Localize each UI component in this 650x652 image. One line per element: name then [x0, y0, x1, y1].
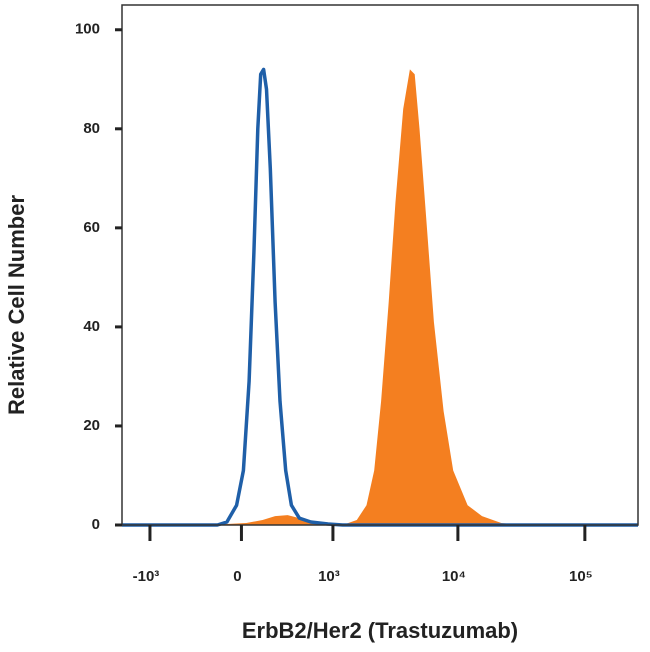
y-axis-title: Relative Cell Number [4, 195, 29, 416]
histogram-line [122, 67, 638, 527]
x-axis-title: ErbB2/Her2 (Trastuzumab) [242, 618, 518, 643]
y-tick-label: 20 [83, 417, 100, 434]
x-tick-label: 10³ [318, 568, 340, 585]
x-tick-label: 0 [233, 568, 241, 585]
y-tick-label: 0 [92, 516, 100, 533]
plot-frame [121, 4, 639, 526]
y-tick-label: 100 [75, 21, 100, 38]
x-tick-label: 10⁵ [569, 568, 593, 585]
y-tick-label: 80 [83, 120, 100, 137]
x-tick-label: 10⁴ [442, 568, 466, 585]
y-tick-label: 60 [83, 219, 100, 236]
histogram-area [122, 69, 638, 526]
y-tick-label: 40 [83, 318, 100, 335]
x-tick-label: -10³ [133, 568, 160, 585]
